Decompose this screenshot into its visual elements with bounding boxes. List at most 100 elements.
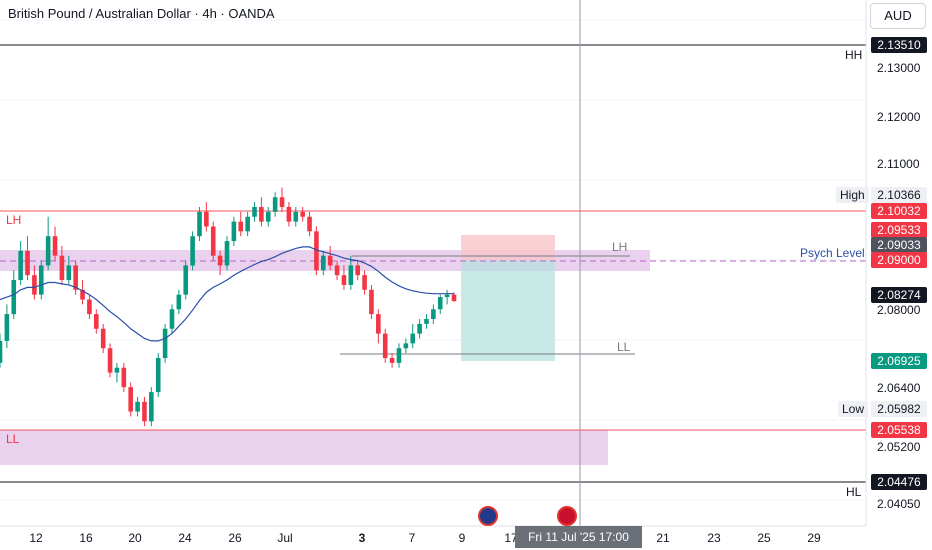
candle-body [80, 289, 85, 300]
candle-body [376, 314, 381, 334]
time-tick: 20 [128, 531, 142, 545]
time-tick: 21 [656, 531, 670, 545]
target-price-badge: 2.06925 [871, 353, 927, 369]
hh-price-badge: 2.13510 [871, 37, 927, 53]
candle-body [334, 265, 340, 276]
candle-body [142, 401, 147, 422]
candle-body [341, 275, 347, 285]
time-tick: 24 [178, 531, 192, 545]
candle-body [94, 314, 99, 329]
candle-body [11, 280, 17, 315]
candle-body [149, 392, 154, 422]
candle-body [52, 236, 58, 256]
low-label: Low [838, 401, 869, 417]
target-zone [461, 260, 555, 361]
candle-body [121, 367, 127, 388]
candle-body [272, 197, 278, 212]
candle-body [224, 241, 230, 266]
ll-price-badge: 2.05538 [871, 422, 927, 438]
price-tick: 2.04050 [877, 497, 921, 511]
candle-body [348, 265, 354, 285]
high-label: High [836, 187, 869, 203]
candle-body [314, 231, 319, 271]
candle-body [183, 265, 189, 295]
candle-body [389, 357, 395, 363]
candle-body [245, 216, 250, 232]
high-price-badge: 2.10366 [871, 187, 927, 203]
price-tick: 2.08000 [877, 303, 921, 317]
candle-body [210, 226, 216, 256]
hh-label: HH [845, 48, 863, 62]
currency-selector[interactable]: AUD [870, 3, 926, 29]
candle-body [204, 211, 209, 227]
candle-body [45, 236, 51, 266]
entry-price-badge: 2.09033 [871, 237, 927, 253]
candle-body [307, 216, 312, 232]
candle-body [362, 275, 367, 290]
candle-body [431, 309, 436, 320]
candle-body [321, 255, 326, 271]
price-tick: 2.06400 [877, 381, 921, 395]
current-price-badge: 2.08274 [871, 287, 927, 303]
candle-body [437, 297, 443, 310]
uk-flag-icon[interactable] [557, 506, 577, 526]
candle-body [4, 314, 10, 341]
chart-title: British Pound / Australian Dollar · 4h ·… [8, 6, 275, 21]
hl-label: HL [846, 485, 862, 499]
candle-body [403, 343, 409, 349]
candle-body [25, 250, 30, 276]
candle-body [417, 323, 422, 334]
time-tick: 16 [79, 531, 93, 545]
candle-body [238, 221, 244, 232]
candle-body [327, 255, 333, 266]
candle-body [286, 206, 292, 222]
time-tick: 29 [807, 531, 821, 545]
candle-body [300, 211, 305, 217]
ll-zone [0, 430, 608, 465]
price-tick: 2.05200 [877, 440, 921, 454]
candle-body [128, 387, 133, 412]
candle-body [424, 319, 429, 324]
candle-body [279, 197, 285, 207]
candle-body [355, 265, 360, 276]
lh-left-label: LH [6, 213, 22, 227]
candle-body [396, 348, 402, 363]
australia-flag-icon[interactable] [478, 506, 498, 526]
candle-body [382, 333, 388, 358]
low-price-badge: 2.05982 [871, 401, 927, 417]
moving-average-line [0, 246, 454, 342]
ll-mid-label: LL [617, 340, 631, 354]
time-tick: 3 [358, 531, 366, 545]
candle-body [107, 348, 113, 373]
candle-body [252, 206, 257, 217]
candle-body [114, 367, 120, 373]
candle-body [38, 265, 44, 295]
candle-body [59, 255, 65, 281]
time-tick: 7 [408, 531, 416, 545]
candle-body [18, 250, 23, 281]
hl-price-badge: 2.04476 [871, 474, 927, 490]
candle-body [265, 211, 271, 222]
time-tick: 17 [504, 531, 518, 545]
price-tick: 2.12000 [877, 110, 921, 124]
crosshair-time-label: Fri 11 Jul '25 17:00 [515, 526, 642, 548]
lh-price-badge: 2.10032 [871, 203, 927, 219]
candle-body [169, 309, 175, 329]
candle-body [217, 255, 223, 266]
candle-body [197, 211, 202, 237]
time-tick: Jul [277, 531, 293, 545]
candle-body [293, 211, 299, 222]
candle-body [0, 340, 3, 363]
ll-left-label: LL [6, 432, 20, 446]
candle-body [190, 236, 195, 266]
price-tick: 2.11000 [877, 157, 920, 171]
lh-mid-label: LH [612, 240, 628, 254]
time-tick: 26 [228, 531, 242, 545]
price-tick: 2.13000 [877, 61, 921, 75]
candle-body [100, 328, 106, 349]
candle-body [73, 265, 78, 290]
candle-body [259, 206, 264, 222]
candles [0, 187, 457, 427]
psych-level-label: Psych Level [800, 246, 865, 260]
